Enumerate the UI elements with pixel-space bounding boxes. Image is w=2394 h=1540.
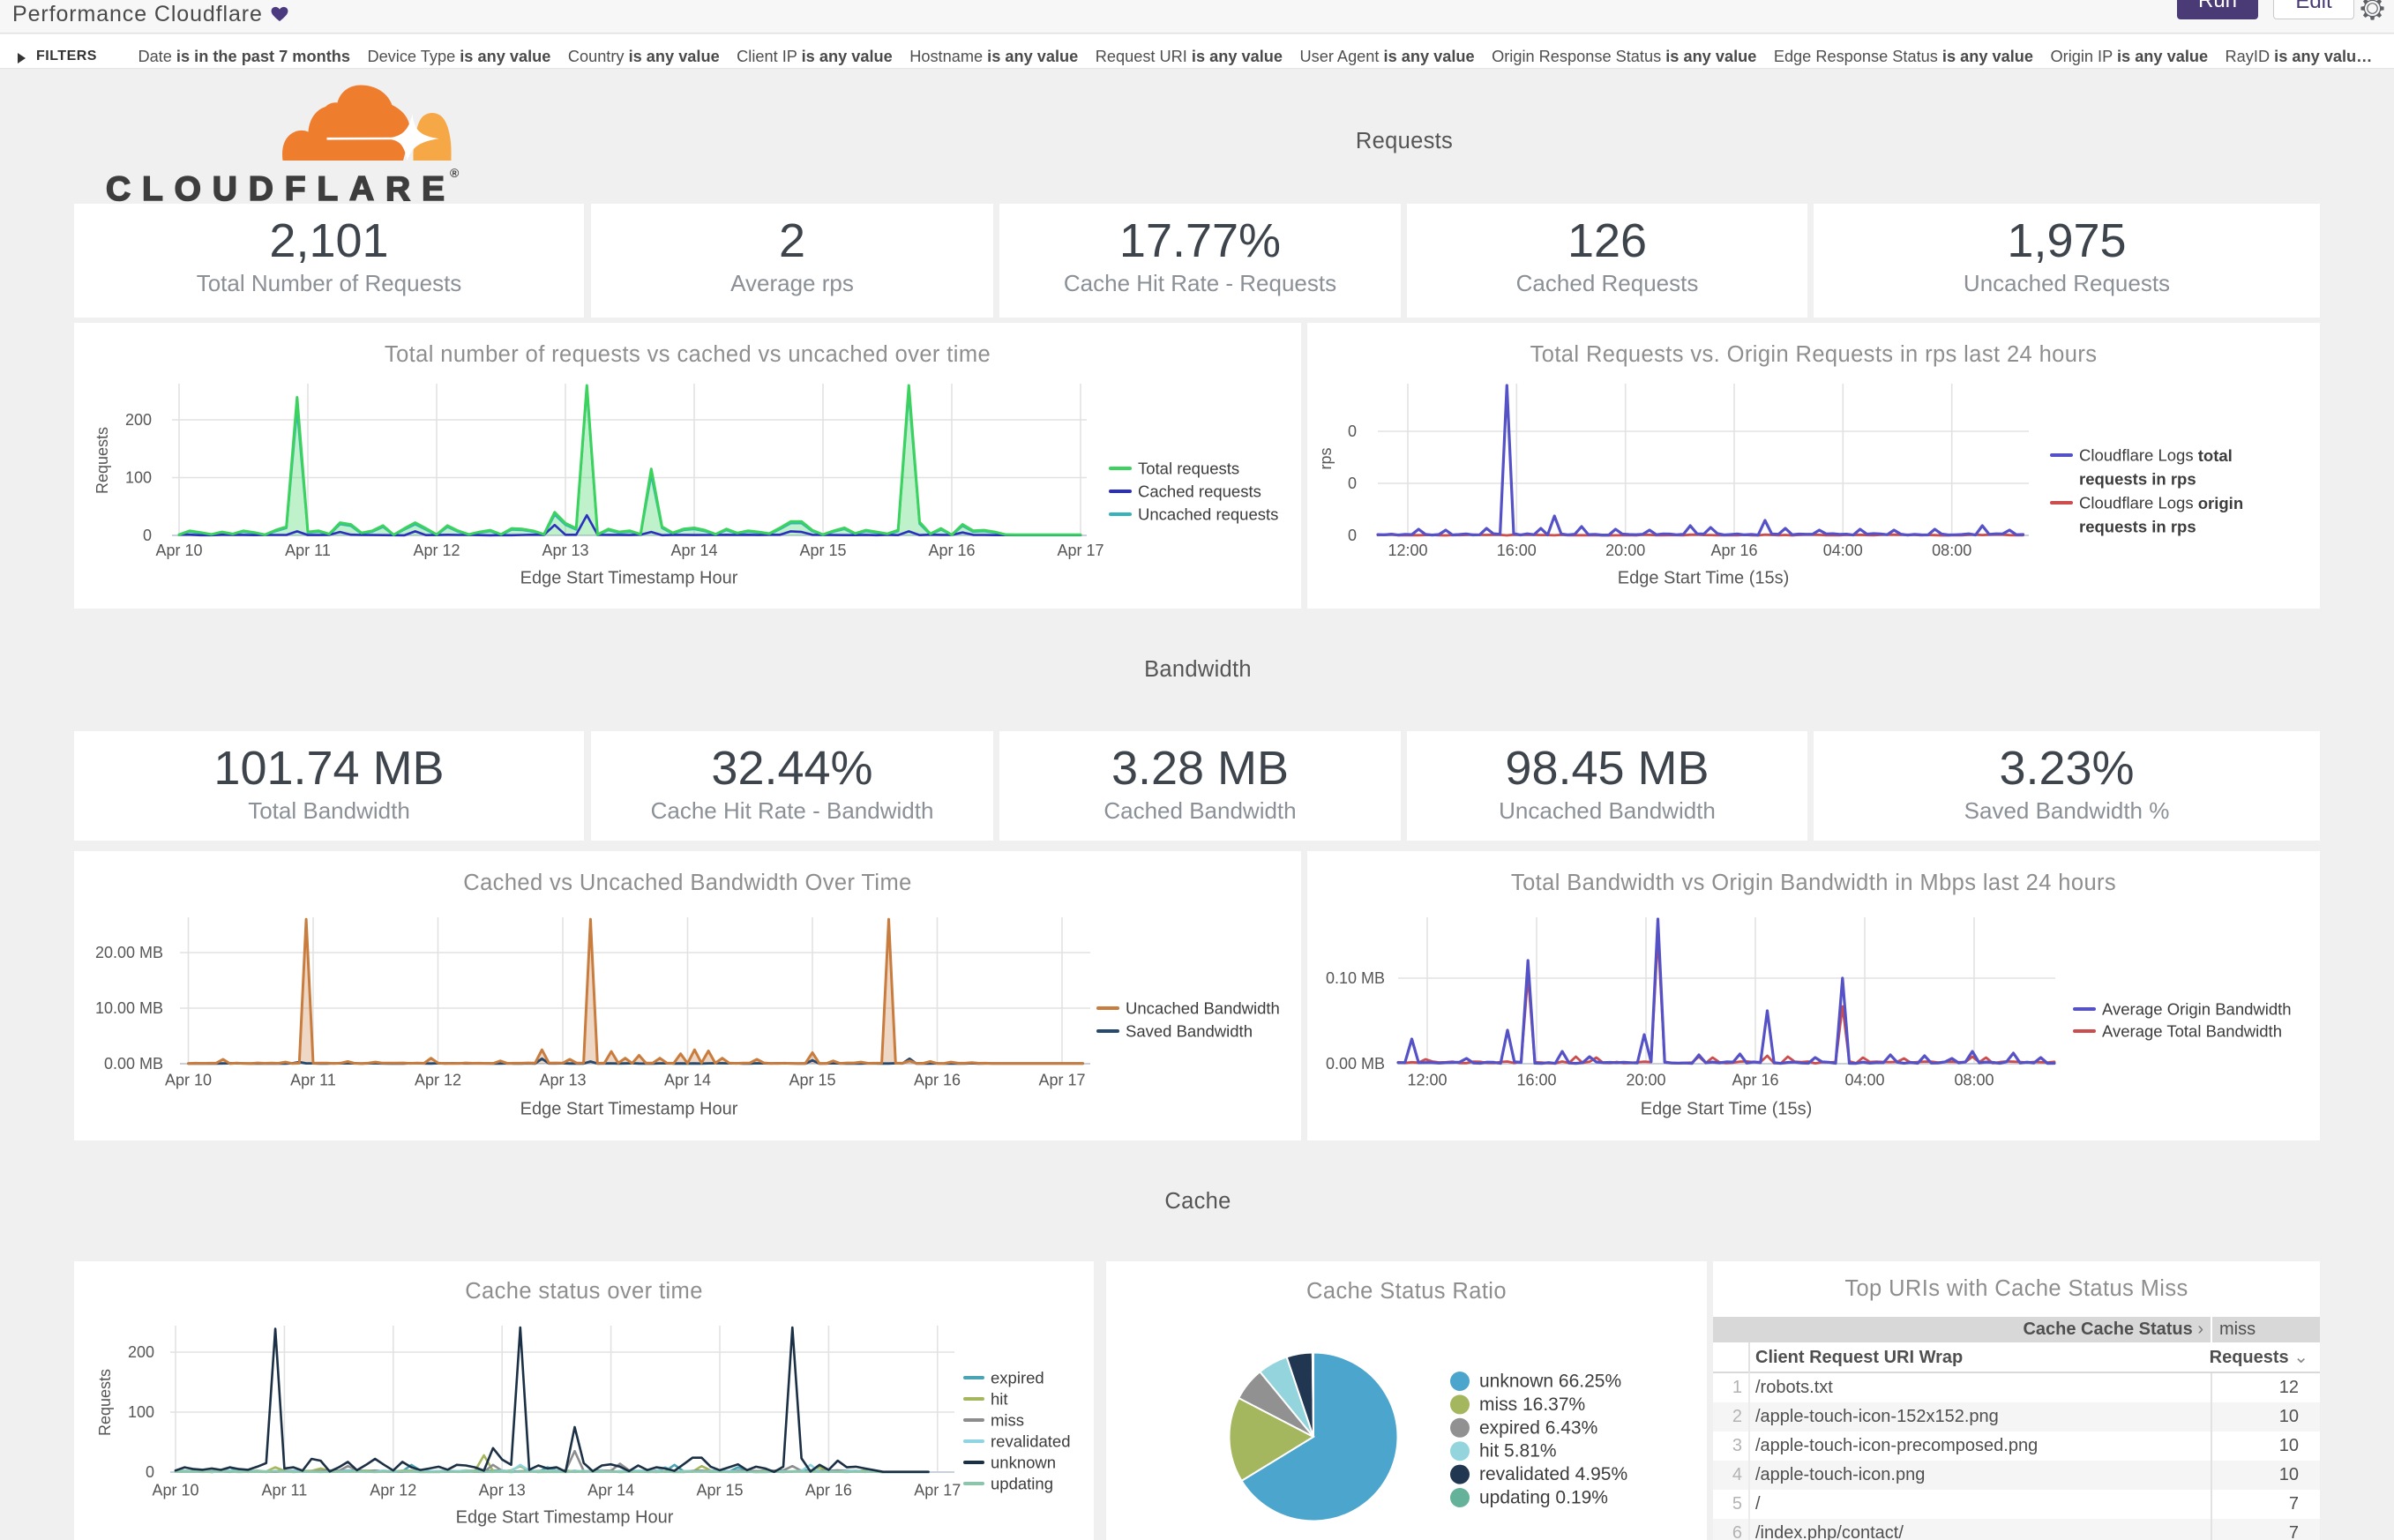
- svg-text:0: 0: [143, 527, 152, 544]
- svg-text:Apr 14: Apr 14: [587, 1481, 634, 1499]
- svg-text:20:00: 20:00: [1626, 1071, 1665, 1088]
- svg-text:Edge Start Time (15s): Edge Start Time (15s): [1618, 569, 1790, 588]
- svg-text:0.00 MB: 0.00 MB: [1326, 1055, 1385, 1073]
- svg-text:Apr 14: Apr 14: [664, 1071, 711, 1088]
- svg-text:miss: miss: [991, 1411, 1024, 1430]
- svg-text:Apr 17: Apr 17: [914, 1481, 961, 1499]
- svg-text:Apr 17: Apr 17: [1038, 1071, 1085, 1088]
- svg-text:20.00 MB: 20.00 MB: [95, 944, 163, 961]
- svg-text:16:00: 16:00: [1516, 1071, 1556, 1088]
- svg-text:requests in rps: requests in rps: [2079, 518, 2196, 536]
- svg-text:08:00: 08:00: [1932, 542, 1971, 559]
- svg-text:Apr 16: Apr 16: [928, 542, 975, 559]
- svg-text:revalidated: revalidated: [991, 1432, 1071, 1451]
- svg-text:unknown: unknown: [991, 1454, 1056, 1472]
- svg-text:Edge Start Timestamp Hour: Edge Start Timestamp Hour: [520, 1100, 738, 1119]
- svg-text:0: 0: [1348, 527, 1357, 544]
- svg-text:0: 0: [1348, 422, 1357, 440]
- svg-text:requests in rps: requests in rps: [2079, 470, 2196, 489]
- svg-text:unknown 66.25%: unknown 66.25%: [1479, 1372, 1621, 1392]
- svg-text:miss 16.37%: miss 16.37%: [1479, 1394, 1585, 1415]
- svg-text:Apr 16: Apr 16: [805, 1481, 852, 1499]
- svg-text:Apr 15: Apr 15: [696, 1481, 743, 1499]
- svg-text:rps: rps: [1317, 447, 1335, 469]
- svg-text:200: 200: [128, 1343, 154, 1361]
- svg-text:100: 100: [128, 1403, 154, 1421]
- svg-text:Average Origin Bandwidth: Average Origin Bandwidth: [2102, 1000, 2292, 1019]
- svg-text:0: 0: [1348, 475, 1357, 492]
- svg-text:®: ®: [450, 166, 460, 180]
- svg-text:Apr 12: Apr 12: [370, 1481, 416, 1499]
- svg-text:Cached requests: Cached requests: [1138, 482, 1261, 501]
- svg-text:0.10 MB: 0.10 MB: [1326, 969, 1385, 987]
- svg-text:Apr 16: Apr 16: [914, 1071, 961, 1088]
- svg-text:expired: expired: [991, 1369, 1044, 1387]
- svg-text:100: 100: [125, 469, 152, 487]
- svg-text:Edge Start Timestamp Hour: Edge Start Timestamp Hour: [456, 1508, 674, 1528]
- svg-text:Apr 10: Apr 10: [152, 1481, 198, 1499]
- svg-text:Total requests: Total requests: [1138, 460, 1239, 478]
- svg-text:Apr 12: Apr 12: [415, 1071, 461, 1088]
- svg-text:12:00: 12:00: [1407, 1071, 1447, 1088]
- svg-text:10.00 MB: 10.00 MB: [95, 999, 163, 1017]
- svg-text:08:00: 08:00: [1954, 1071, 1994, 1088]
- svg-text:20:00: 20:00: [1605, 542, 1645, 559]
- svg-text:CLOUDFLARE: CLOUDFLARE: [106, 170, 445, 208]
- svg-text:Apr 16: Apr 16: [1732, 1071, 1778, 1088]
- svg-text:Average Total Bandwidth: Average Total Bandwidth: [2102, 1022, 2282, 1041]
- svg-text:updating 0.19%: updating 0.19%: [1479, 1488, 1608, 1508]
- svg-text:Saved Bandwidth: Saved Bandwidth: [1126, 1022, 1253, 1041]
- svg-text:Apr 11: Apr 11: [262, 1481, 308, 1499]
- svg-text:expired 6.43%: expired 6.43%: [1479, 1417, 1597, 1438]
- svg-text:Uncached Bandwidth: Uncached Bandwidth: [1126, 999, 1280, 1018]
- svg-text:04:00: 04:00: [1844, 1071, 1884, 1088]
- svg-text:Apr 10: Apr 10: [165, 1071, 212, 1088]
- svg-text:Apr 12: Apr 12: [413, 542, 460, 559]
- svg-text:Apr 13: Apr 13: [479, 1481, 526, 1499]
- svg-text:Apr 10: Apr 10: [155, 542, 202, 559]
- svg-text:200: 200: [125, 411, 152, 429]
- svg-text:Edge Start Time (15s): Edge Start Time (15s): [1641, 1100, 1813, 1119]
- svg-text:Edge Start Timestamp Hour: Edge Start Timestamp Hour: [520, 569, 738, 588]
- svg-text:Cloudflare Logs origin: Cloudflare Logs origin: [2079, 494, 2243, 512]
- svg-text:Requests: Requests: [96, 1369, 114, 1436]
- svg-text:04:00: 04:00: [1823, 542, 1863, 559]
- svg-text:Apr 14: Apr 14: [670, 542, 717, 559]
- svg-text:16:00: 16:00: [1497, 542, 1537, 559]
- svg-text:12:00: 12:00: [1388, 542, 1427, 559]
- svg-text:Apr 17: Apr 17: [1057, 542, 1103, 559]
- svg-text:Requests: Requests: [94, 427, 111, 494]
- svg-text:Apr 15: Apr 15: [799, 542, 846, 559]
- svg-text:Apr 11: Apr 11: [290, 1071, 336, 1088]
- svg-text:0: 0: [146, 1463, 154, 1481]
- svg-text:Cloudflare Logs total: Cloudflare Logs total: [2079, 446, 2233, 465]
- svg-text:Apr 13: Apr 13: [542, 542, 588, 559]
- svg-text:updating: updating: [991, 1475, 1053, 1493]
- svg-text:Apr 15: Apr 15: [789, 1071, 835, 1088]
- svg-text:Apr 13: Apr 13: [539, 1071, 586, 1088]
- svg-text:hit 5.81%: hit 5.81%: [1479, 1441, 1557, 1462]
- svg-text:revalidated 4.95%: revalidated 4.95%: [1479, 1464, 1627, 1484]
- svg-text:Apr 11: Apr 11: [285, 542, 331, 559]
- svg-text:hit: hit: [991, 1390, 1008, 1409]
- svg-text:0.00 MB: 0.00 MB: [104, 1055, 163, 1073]
- svg-text:Apr 16: Apr 16: [1710, 542, 1757, 559]
- svg-text:Uncached requests: Uncached requests: [1138, 505, 1278, 524]
